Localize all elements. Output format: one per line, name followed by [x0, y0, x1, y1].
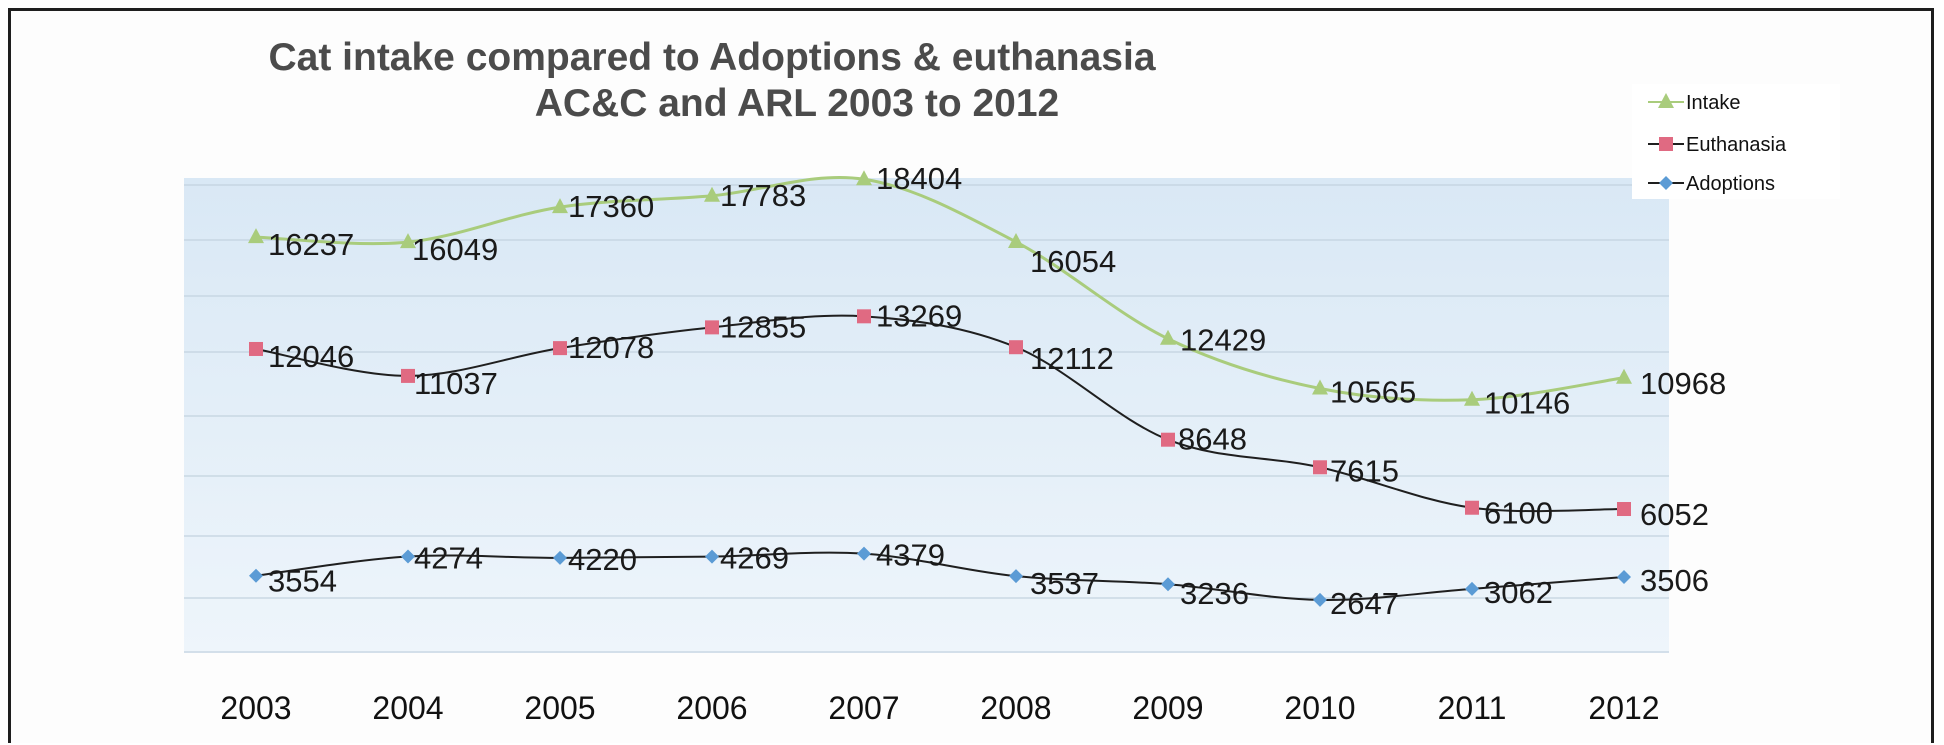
- x-tick-label: 2003: [220, 690, 291, 726]
- legend: Intake Euthanasia Adoptions: [1632, 84, 1840, 199]
- data-label: 17783: [720, 178, 806, 213]
- x-tick-label: 2006: [676, 690, 747, 726]
- data-point: [552, 198, 568, 214]
- legend-label: Intake: [1686, 92, 1740, 114]
- data-label: 2647: [1330, 586, 1399, 621]
- data-point: [1616, 368, 1632, 384]
- x-tick-label: 2004: [372, 690, 443, 726]
- data-point: [1312, 379, 1328, 395]
- data-point: [401, 368, 415, 383]
- data-label: 12429: [1180, 323, 1266, 358]
- legend-marker: [1659, 137, 1673, 151]
- data-point: [249, 568, 263, 583]
- legend-label: Euthanasia: [1686, 134, 1787, 156]
- data-label: 12112: [1030, 341, 1114, 376]
- data-point: [1465, 500, 1479, 515]
- data-point: [1008, 232, 1024, 248]
- series-line: [255, 314, 1625, 513]
- legend-marker: [1659, 176, 1673, 190]
- legend-item-intake: Intake: [1648, 92, 1740, 114]
- data-label: 12078: [568, 330, 654, 365]
- data-point: [1617, 569, 1631, 584]
- data-point: [1009, 340, 1023, 355]
- series-adoptions: 3554 4274 4220 4269 4379 3537 3236 2647 3062 3506: [249, 538, 1709, 621]
- x-tick-label: 2008: [980, 690, 1051, 726]
- x-tick-label: 2009: [1132, 690, 1203, 726]
- data-label: 16054: [1030, 244, 1116, 279]
- data-label: 4379: [876, 538, 945, 573]
- data-label: 17360: [568, 189, 654, 224]
- data-label: 7615: [1330, 453, 1399, 488]
- data-label: 3236: [1180, 576, 1249, 611]
- data-point: [400, 233, 416, 249]
- data-label: 18404: [876, 161, 962, 196]
- data-point: [1465, 581, 1479, 596]
- data-label: 12046: [268, 339, 354, 374]
- data-point: [248, 228, 264, 244]
- data-point: [1160, 329, 1176, 345]
- data-point: [1313, 460, 1327, 475]
- data-label: 8648: [1178, 422, 1247, 457]
- data-label: 10968: [1640, 366, 1726, 401]
- data-label: 6100: [1484, 496, 1553, 531]
- data-label: 10146: [1484, 386, 1570, 421]
- x-axis-tick-labels: 2003 2004 2005 2006 2007 2008 2009 2010 2011 2012: [220, 690, 1659, 726]
- data-point: [1464, 390, 1480, 406]
- data-label: 11037: [414, 366, 498, 401]
- data-point: [705, 320, 719, 335]
- series-line: [255, 175, 1625, 402]
- data-label: 16237: [268, 227, 354, 262]
- data-label: 16049: [412, 232, 498, 267]
- series-line: [255, 551, 1625, 601]
- legend-item-euthanasia: Euthanasia: [1648, 134, 1787, 156]
- x-tick-label: 2011: [1438, 690, 1507, 726]
- gridlines: [184, 184, 1669, 653]
- chart-title: Cat intake compared to Adoptions & eutha…: [268, 36, 1155, 79]
- legend-label: Adoptions: [1686, 173, 1775, 195]
- legend-item-adoptions: Adoptions: [1648, 173, 1775, 195]
- data-point: [856, 170, 872, 186]
- data-label: 6052: [1640, 497, 1709, 532]
- x-tick-label: 2010: [1284, 690, 1355, 726]
- series-layer: 16237 16049 17360 17783 18404 16054 12429 10565…: [248, 161, 1726, 621]
- data-point: [249, 341, 263, 356]
- data-point: [1161, 432, 1175, 447]
- data-point: [553, 550, 567, 565]
- chart-subtitle: AC&C and ARL 2003 to 2012: [535, 82, 1060, 125]
- x-tick-label: 2005: [524, 690, 595, 726]
- data-label: 3062: [1484, 575, 1553, 610]
- data-label: 3506: [1640, 563, 1709, 598]
- data-label: 13269: [876, 298, 962, 333]
- data-label: 4274: [414, 540, 483, 575]
- data-point: [1161, 577, 1175, 592]
- data-point: [553, 341, 567, 356]
- data-label: 4220: [568, 542, 637, 577]
- data-point: [857, 309, 871, 324]
- data-label: 12855: [720, 309, 806, 344]
- series-euthanasia: 12046 11037 12078 12855 13269 12112 8648 7615 61…: [249, 298, 1709, 532]
- data-point: [1313, 592, 1327, 607]
- series-intake: 16237 16049 17360 17783 18404 16054 12429 10565…: [248, 161, 1726, 421]
- data-point: [1617, 502, 1631, 517]
- x-tick-label: 2007: [828, 690, 899, 726]
- data-point: [401, 549, 415, 564]
- data-label: 3554: [268, 564, 337, 599]
- data-label: 3537: [1030, 566, 1099, 601]
- data-point: [705, 549, 719, 564]
- legend-marker: [1658, 93, 1674, 108]
- data-point: [704, 186, 720, 202]
- data-label: 10565: [1330, 375, 1416, 410]
- data-point: [1009, 569, 1023, 584]
- x-tick-label: 2012: [1588, 690, 1659, 726]
- data-point: [857, 546, 871, 561]
- data-label: 4269: [720, 541, 789, 576]
